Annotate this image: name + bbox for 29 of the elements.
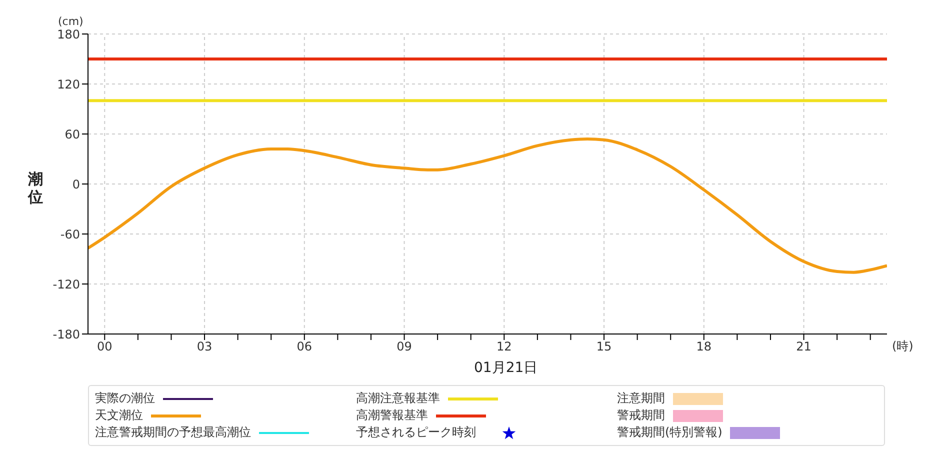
legend-label: 天文潮位 xyxy=(95,407,143,424)
x-tick-label: 12 xyxy=(496,340,512,354)
y-axis-title: 潮位 xyxy=(28,170,44,206)
y-tick-label: 0 xyxy=(72,177,80,192)
x-axis-title: 01月21日 xyxy=(474,359,538,377)
text: (cm) xyxy=(58,15,84,28)
legend-label: 警戒期間(特別警報) xyxy=(617,424,722,441)
legend-label: 予想されるピーク時刻 xyxy=(356,424,476,441)
x-tick-label: 09 xyxy=(396,340,412,354)
legend-label: 高潮警報基準 xyxy=(356,407,428,424)
legend-label: 警戒期間 xyxy=(617,407,665,424)
x-tick-label: 21 xyxy=(796,340,812,354)
y-tick-label: -180 xyxy=(52,327,80,342)
text: (時) xyxy=(892,338,914,355)
legend-label: 注意期間 xyxy=(617,390,665,407)
x-tick-label: 18 xyxy=(696,340,712,354)
line-series xyxy=(88,138,887,274)
y-tick-label: 120 xyxy=(57,77,80,92)
x-tick-label: 03 xyxy=(196,340,212,354)
legend-label: 高潮注意報基準 xyxy=(356,390,440,407)
x-tick-label: 00 xyxy=(97,340,112,354)
legend-label: 注意警戒期間の予想最高潮位 xyxy=(95,424,251,441)
x-tick-label: 15 xyxy=(596,340,612,354)
y-tick-label: -60 xyxy=(60,227,80,242)
y-tick-label: 180 xyxy=(57,27,80,42)
y-tick-label: 60 xyxy=(64,127,80,142)
y-tick-label: -120 xyxy=(52,277,80,292)
x-tick-label: 06 xyxy=(296,340,312,354)
legend-label: 実際の潮位 xyxy=(95,390,155,407)
